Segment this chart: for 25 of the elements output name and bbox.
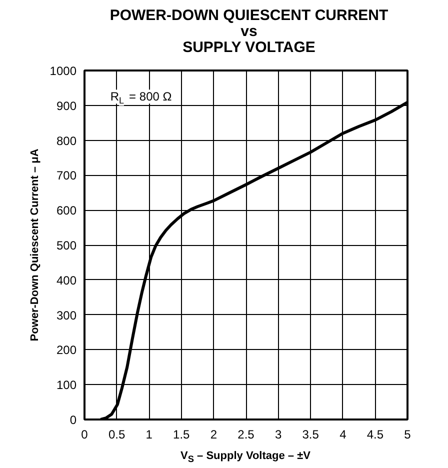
x-tick-label: 0.5 (108, 428, 126, 442)
x-tick-label: 1.5 (173, 428, 190, 442)
x-tick-label: 4 (340, 428, 347, 442)
x-tick-label: 3.5 (302, 428, 320, 442)
y-tick-label: 800 (56, 134, 77, 148)
y-tick-label: 0 (70, 413, 77, 427)
y-tick-label: 200 (56, 343, 77, 358)
x-tick-label: 0 (81, 428, 88, 442)
chart-title: POWER-DOWN QUIESCENT CURRENT vs SUPPLY VOLTAGE (108, 6, 390, 56)
y-axis-title: Power-Down Quiescent Current – μA (28, 148, 41, 342)
x-tick-label: 2 (210, 428, 218, 442)
y-tick-label: 400 (56, 273, 77, 288)
x-tick-label: 4.5 (366, 428, 384, 442)
y-tick-label: 900 (56, 98, 77, 113)
x-tick-label: 2.5 (238, 428, 255, 442)
y-tick-label: 300 (56, 308, 77, 322)
y-tick-label: 100 (56, 378, 77, 392)
y-tick-label: 500 (56, 238, 77, 252)
x-tick-label: 5 (404, 428, 412, 442)
x-axis-title: V$_{S}$ – Supply Voltage – ±V (180, 449, 312, 466)
x-tick-label: 3 (274, 428, 282, 442)
y-tick-label: 1000 (50, 64, 77, 78)
y-tick-label: 700 (56, 168, 77, 183)
y-tick-label: 600 (56, 204, 77, 218)
x-tick-label: 1 (146, 428, 153, 442)
